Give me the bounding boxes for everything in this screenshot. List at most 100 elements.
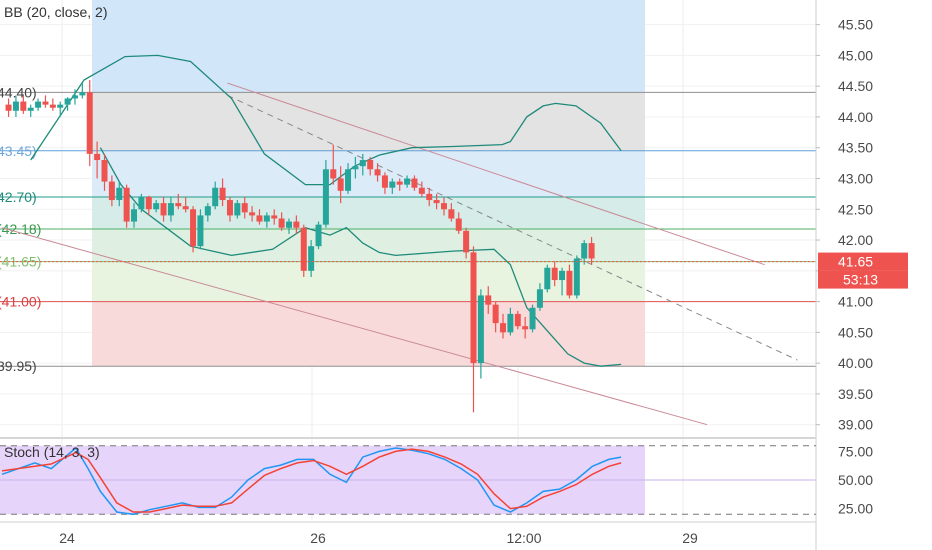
candle[interactable] [145, 195, 152, 216]
candle-body [322, 169, 329, 225]
candle[interactable] [182, 196, 189, 213]
candle[interactable] [485, 286, 492, 314]
candle[interactable] [27, 104, 34, 117]
candle[interactable] [374, 163, 381, 182]
candle-body [226, 200, 233, 216]
candle[interactable] [20, 95, 27, 114]
candle[interactable] [566, 264, 573, 299]
candle-body [167, 203, 174, 216]
candle[interactable] [241, 196, 248, 219]
candle[interactable] [108, 175, 115, 207]
candle[interactable] [71, 89, 78, 105]
candle[interactable] [219, 178, 226, 207]
candle[interactable] [49, 98, 56, 111]
candle[interactable] [153, 200, 160, 213]
candle[interactable] [426, 187, 433, 207]
candle-body [404, 178, 411, 185]
candle[interactable] [160, 196, 167, 222]
candle[interactable] [138, 193, 145, 213]
candle-body [440, 203, 447, 210]
candle[interactable] [204, 203, 211, 222]
candle[interactable] [522, 316, 529, 339]
candle[interactable] [463, 227, 470, 259]
candle[interactable] [315, 221, 322, 250]
candle[interactable] [536, 283, 543, 311]
candle-body [234, 203, 241, 216]
candle[interactable] [271, 209, 278, 225]
candle[interactable] [381, 172, 388, 194]
candle[interactable] [433, 193, 440, 210]
candle[interactable] [300, 224, 307, 277]
candle[interactable] [352, 156, 359, 179]
candle-body [418, 187, 425, 194]
candle[interactable] [529, 304, 536, 333]
candle[interactable] [5, 98, 12, 117]
candle[interactable] [79, 83, 86, 99]
candle[interactable] [588, 236, 595, 265]
candle[interactable] [212, 181, 219, 210]
candle[interactable] [448, 203, 455, 222]
candle[interactable] [389, 178, 396, 194]
candle[interactable] [278, 212, 285, 231]
candle[interactable] [551, 261, 558, 287]
candle[interactable] [500, 313, 507, 339]
candle[interactable] [286, 218, 292, 234]
candle[interactable] [234, 200, 241, 219]
candle[interactable] [12, 95, 19, 117]
candle[interactable] [226, 196, 233, 222]
candle[interactable] [507, 307, 514, 336]
candle-body [35, 101, 42, 108]
bb-indicator-title[interactable]: BB (20, close, 2) [4, 4, 108, 20]
candle[interactable] [197, 209, 204, 250]
candle[interactable] [470, 246, 477, 413]
candle-body [79, 92, 86, 96]
candle[interactable] [396, 178, 403, 191]
candle-body [219, 187, 226, 201]
candle[interactable] [167, 196, 174, 222]
candle[interactable] [190, 206, 197, 253]
candle[interactable] [455, 212, 462, 234]
candle[interactable] [404, 175, 411, 188]
candle[interactable] [337, 166, 344, 204]
candle[interactable] [544, 264, 551, 293]
candle[interactable] [322, 160, 329, 228]
candle-body [374, 169, 381, 176]
candle-body [389, 181, 396, 188]
candle-body [352, 166, 359, 170]
stoch-y-tick-label: 25.00 [838, 501, 873, 517]
candle[interactable] [42, 95, 49, 108]
candle[interactable] [573, 255, 580, 299]
candle[interactable] [559, 267, 566, 296]
candle-body [12, 101, 19, 111]
fib-retracement[interactable]: 44.40)43.45)42.70)(42.18)(41.65)(41.00)3… [0, 0, 816, 374]
candle[interactable] [131, 203, 138, 228]
candle[interactable] [492, 301, 499, 333]
candle[interactable] [123, 184, 130, 228]
candle[interactable] [101, 153, 108, 191]
candle[interactable] [308, 240, 315, 277]
candle[interactable] [175, 193, 182, 210]
candle[interactable] [411, 175, 418, 191]
candle[interactable] [256, 209, 263, 225]
candle[interactable] [418, 181, 425, 197]
candle[interactable] [330, 144, 337, 185]
candle[interactable] [94, 141, 101, 179]
candle[interactable] [514, 310, 521, 330]
candle[interactable] [263, 212, 270, 228]
candle[interactable] [345, 163, 352, 194]
stoch-indicator-title[interactable]: Stoch (14, 3, 3) [4, 444, 100, 460]
candle[interactable] [477, 289, 484, 379]
candle[interactable] [367, 156, 374, 176]
candle[interactable] [86, 80, 93, 167]
candle[interactable] [249, 206, 256, 222]
candle[interactable] [57, 101, 64, 117]
candle[interactable] [359, 153, 366, 176]
candle[interactable] [293, 215, 300, 234]
candle[interactable] [440, 196, 447, 216]
candle[interactable] [64, 97, 71, 111]
candle[interactable] [116, 181, 123, 207]
candle[interactable] [35, 98, 42, 111]
regression-channel[interactable] [1, 82, 798, 426]
candle[interactable] [581, 240, 588, 265]
